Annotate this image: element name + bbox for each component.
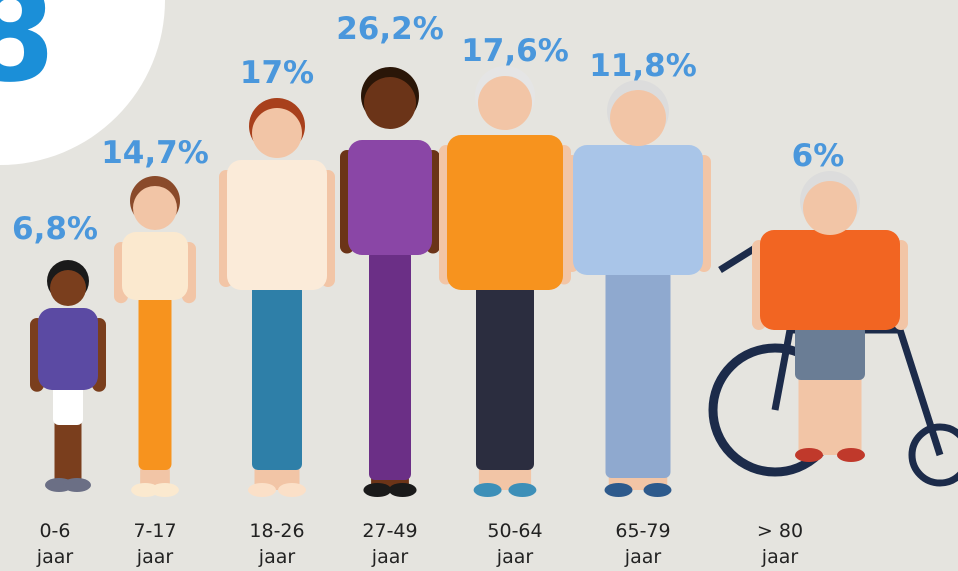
age-unit: jaar	[371, 546, 409, 568]
shoe	[63, 478, 91, 492]
age-unit: jaar	[136, 546, 174, 568]
legs	[799, 370, 862, 455]
age-unit: jaar	[36, 546, 74, 568]
pants	[476, 285, 534, 470]
shoe	[795, 448, 823, 462]
age-range: 0-6	[39, 520, 70, 542]
shoe	[151, 483, 179, 497]
shoe	[278, 483, 306, 497]
shoe	[644, 483, 672, 497]
shoe	[605, 483, 633, 497]
shirt	[760, 230, 900, 330]
age-unit: jaar	[496, 546, 534, 568]
percentage: 6,8%	[12, 211, 98, 247]
shoe	[837, 448, 865, 462]
pants	[252, 285, 302, 470]
age-range: 18-26	[249, 520, 304, 542]
shirt	[348, 140, 432, 255]
shoe	[474, 483, 502, 497]
head	[610, 90, 666, 146]
percentage: 14,7%	[101, 135, 209, 171]
pants	[53, 385, 83, 425]
shoe	[508, 483, 536, 497]
head	[50, 270, 86, 306]
age-range: > 80	[757, 520, 803, 542]
age-unit: jaar	[761, 546, 799, 568]
age-unit: jaar	[624, 546, 662, 568]
head	[803, 181, 857, 235]
shirt	[573, 145, 703, 275]
shirt	[447, 135, 563, 290]
percentage: 26,2%	[336, 11, 444, 47]
page: 8 6,8% 0-6 jaar 14,7% 7-17 jaar 17% 18-26 jaar 26…	[0, 0, 958, 571]
shoe	[363, 483, 391, 497]
shoe	[248, 483, 276, 497]
infographic: 8 6,8% 0-6 jaar 14,7% 7-17 jaar 17% 18-26 jaar 26…	[0, 0, 958, 571]
legs	[55, 415, 82, 485]
head	[252, 108, 302, 158]
head	[478, 76, 532, 130]
percentage: 11,8%	[589, 48, 697, 84]
pants	[139, 295, 172, 470]
percentage: 6%	[792, 138, 845, 174]
shirt	[227, 160, 327, 290]
pants	[369, 250, 411, 480]
shoe	[389, 483, 417, 497]
shirt	[122, 232, 188, 300]
shirt	[38, 308, 98, 390]
pants	[606, 270, 671, 478]
age-range: 65-79	[615, 520, 670, 542]
percentage: 17,6%	[461, 33, 569, 69]
age-range: 27-49	[362, 520, 417, 542]
age-range: 50-64	[487, 520, 542, 542]
head	[133, 186, 177, 230]
age-range: 7-17	[133, 520, 176, 542]
badge-number: 8	[0, 0, 55, 111]
pants	[795, 325, 865, 380]
age-unit: jaar	[258, 546, 296, 568]
head	[364, 77, 416, 129]
percentage: 17%	[240, 55, 314, 91]
